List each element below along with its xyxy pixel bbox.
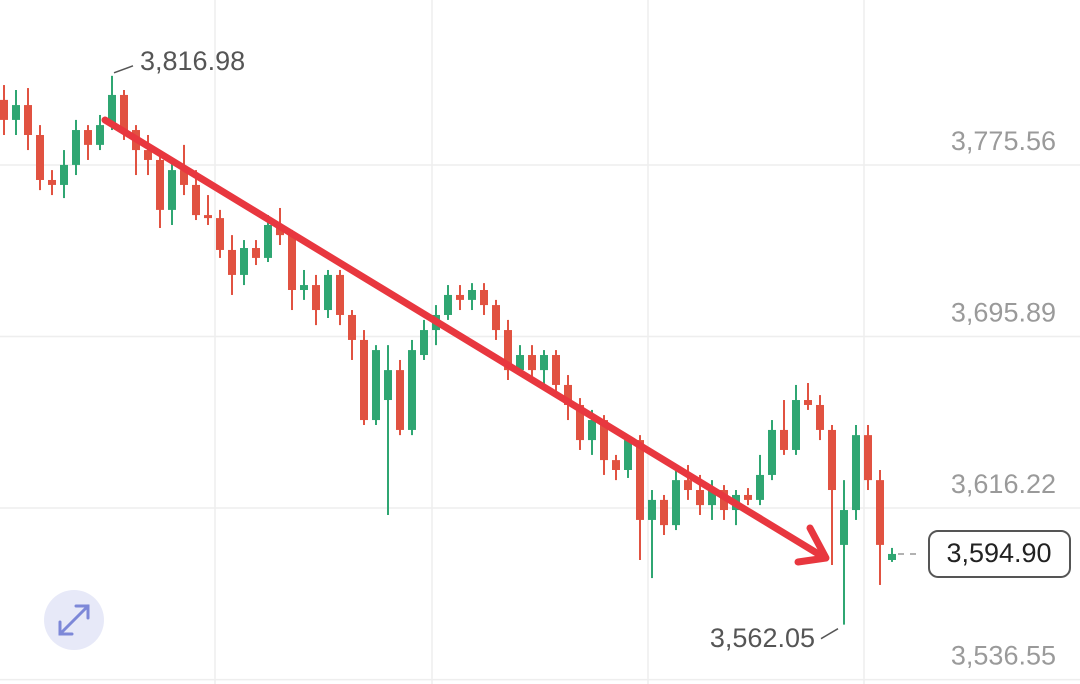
- candle-body: [780, 429, 788, 450]
- candle-body: [588, 420, 596, 441]
- candle-body: [360, 339, 368, 421]
- candle-body: [72, 130, 80, 165]
- candle-body: [480, 290, 488, 306]
- candle-body: [348, 314, 356, 340]
- candles: [0, 75, 896, 625]
- last-price-label: 3,594.90: [946, 538, 1051, 568]
- candle-body: [144, 150, 152, 160]
- candle-body: [708, 490, 716, 506]
- candle-body: [168, 170, 176, 210]
- expand-button[interactable]: [44, 590, 104, 650]
- candle-body: [108, 94, 116, 126]
- candle-body: [528, 355, 536, 371]
- candle-body: [12, 105, 20, 120]
- candle-body: [180, 170, 188, 185]
- candle-body: [660, 499, 668, 526]
- candle-body: [888, 553, 896, 560]
- candle-body: [456, 294, 464, 300]
- candle-body: [696, 490, 704, 506]
- candle-body: [624, 440, 632, 470]
- expand-icon[interactable]: [58, 604, 90, 636]
- y-tick-label: 3,616.22: [951, 469, 1056, 499]
- candle-body: [876, 480, 884, 545]
- arrow-head: [794, 524, 830, 566]
- candle-body: [564, 384, 572, 405]
- arrow-shaft: [101, 116, 829, 562]
- candle-body: [684, 480, 692, 491]
- candle-body: [828, 429, 836, 491]
- candle-body: [444, 294, 452, 315]
- candle-body: [852, 435, 860, 511]
- annotations: 3,816.98 3,562.05 3,594.90: [113, 46, 1071, 653]
- candle-body: [672, 480, 680, 526]
- candle-body: [864, 435, 872, 481]
- candle-body: [0, 99, 8, 120]
- candle-body: [312, 285, 320, 311]
- y-axis: 3,775.56 3,695.89 3,616.22 3,536.55: [951, 126, 1056, 671]
- candle-body: [540, 355, 548, 371]
- candle-body: [252, 248, 260, 258]
- candle-body: [36, 134, 44, 180]
- candle-body: [216, 218, 224, 250]
- candle-body: [336, 274, 344, 315]
- candle-body: [288, 235, 296, 291]
- candle-body: [204, 215, 212, 219]
- candle-body: [492, 305, 500, 331]
- candle-body: [768, 429, 776, 475]
- candle-body: [756, 474, 764, 500]
- candle-body: [612, 460, 620, 470]
- candle-body: [420, 330, 428, 356]
- low-leader: [820, 628, 839, 640]
- candle-body: [372, 350, 380, 421]
- last-price-box: [928, 529, 1071, 578]
- candle-body: [468, 290, 476, 300]
- candle-body: [120, 94, 128, 131]
- vertical-grid: [214, 0, 865, 684]
- y-tick-label: 3,695.89: [951, 298, 1056, 328]
- candle-body: [804, 400, 812, 405]
- high-leader: [113, 65, 134, 74]
- candle-body: [156, 159, 164, 210]
- candle-body: [552, 355, 560, 385]
- candle-body: [396, 370, 404, 430]
- horizontal-grid: [0, 164, 1080, 681]
- candle-body: [648, 499, 656, 520]
- candle-body: [600, 420, 608, 461]
- candle-body: [636, 440, 644, 520]
- candle-body: [408, 350, 416, 430]
- candle-body: [60, 164, 68, 185]
- candle-body: [300, 285, 308, 291]
- candle-body: [240, 248, 248, 275]
- candle-body: [384, 370, 392, 401]
- low-label: 3,562.05: [710, 623, 815, 653]
- candle-body: [504, 330, 512, 371]
- candle-body: [192, 184, 200, 216]
- candle-body: [792, 400, 800, 450]
- y-tick-label: 3,775.56: [951, 126, 1056, 156]
- candle-body: [840, 510, 848, 545]
- candle-body: [84, 130, 92, 145]
- candle-body: [816, 404, 824, 430]
- trend-arrow: [101, 116, 830, 566]
- candle-body: [744, 494, 752, 500]
- candle-body: [264, 224, 272, 258]
- candle-body: [324, 274, 332, 311]
- candle-body: [228, 249, 236, 275]
- candle-body: [516, 355, 524, 371]
- candle-body: [24, 105, 32, 135]
- candle-body: [96, 125, 104, 145]
- y-tick-label: 3,536.55: [951, 641, 1056, 671]
- high-label: 3,816.98: [140, 46, 245, 76]
- candle-body: [48, 179, 56, 185]
- candle-body: [576, 404, 584, 441]
